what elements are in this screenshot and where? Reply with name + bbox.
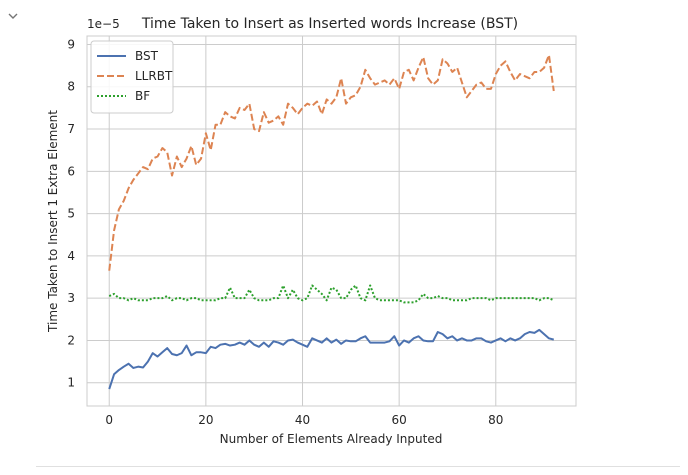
y-offset-label: 1e−5: [87, 17, 120, 31]
y-tick-label: 6: [67, 164, 75, 178]
legend-label-bst: BST: [135, 49, 159, 63]
x-tick-label: 40: [295, 413, 310, 427]
series-group: [108, 54, 555, 390]
y-tick-label: 5: [67, 207, 75, 221]
cell-divider: [36, 466, 680, 467]
chevron-down-icon[interactable]: [6, 8, 20, 22]
legend: BST LLRBT BF: [90, 40, 174, 114]
x-tick-label: 20: [198, 413, 213, 427]
y-tick-label: 9: [67, 37, 75, 51]
y-axis-label: Time Taken to Insert 1 Extra Element: [46, 110, 60, 333]
legend-box: [90, 40, 174, 114]
y-tick-label: 7: [67, 122, 75, 136]
x-axis-label: Number of Elements Already Inputed: [220, 432, 443, 446]
series-line-bf: [108, 284, 555, 304]
y-tick-label: 4: [67, 249, 75, 263]
series-line-llrbt: [108, 54, 555, 271]
x-tick-label: 0: [105, 413, 113, 427]
x-tick-label: 60: [392, 413, 407, 427]
chart-title: Time Taken to Insert as Inserted words I…: [141, 16, 518, 32]
y-tick-label: 3: [67, 291, 75, 305]
tick-labels: 0 20 40 60 80 1 2 3 4 5 6 7 8 9: [67, 37, 503, 427]
y-tick-label: 1: [67, 376, 75, 390]
x-tick-label: 80: [488, 413, 503, 427]
series-line-bst: [108, 328, 555, 390]
legend-label-bf: BF: [135, 89, 150, 103]
y-tick-label: 8: [67, 80, 75, 94]
legend-label-llrbt: LLRBT: [135, 69, 173, 83]
y-tick-label: 2: [67, 333, 75, 347]
